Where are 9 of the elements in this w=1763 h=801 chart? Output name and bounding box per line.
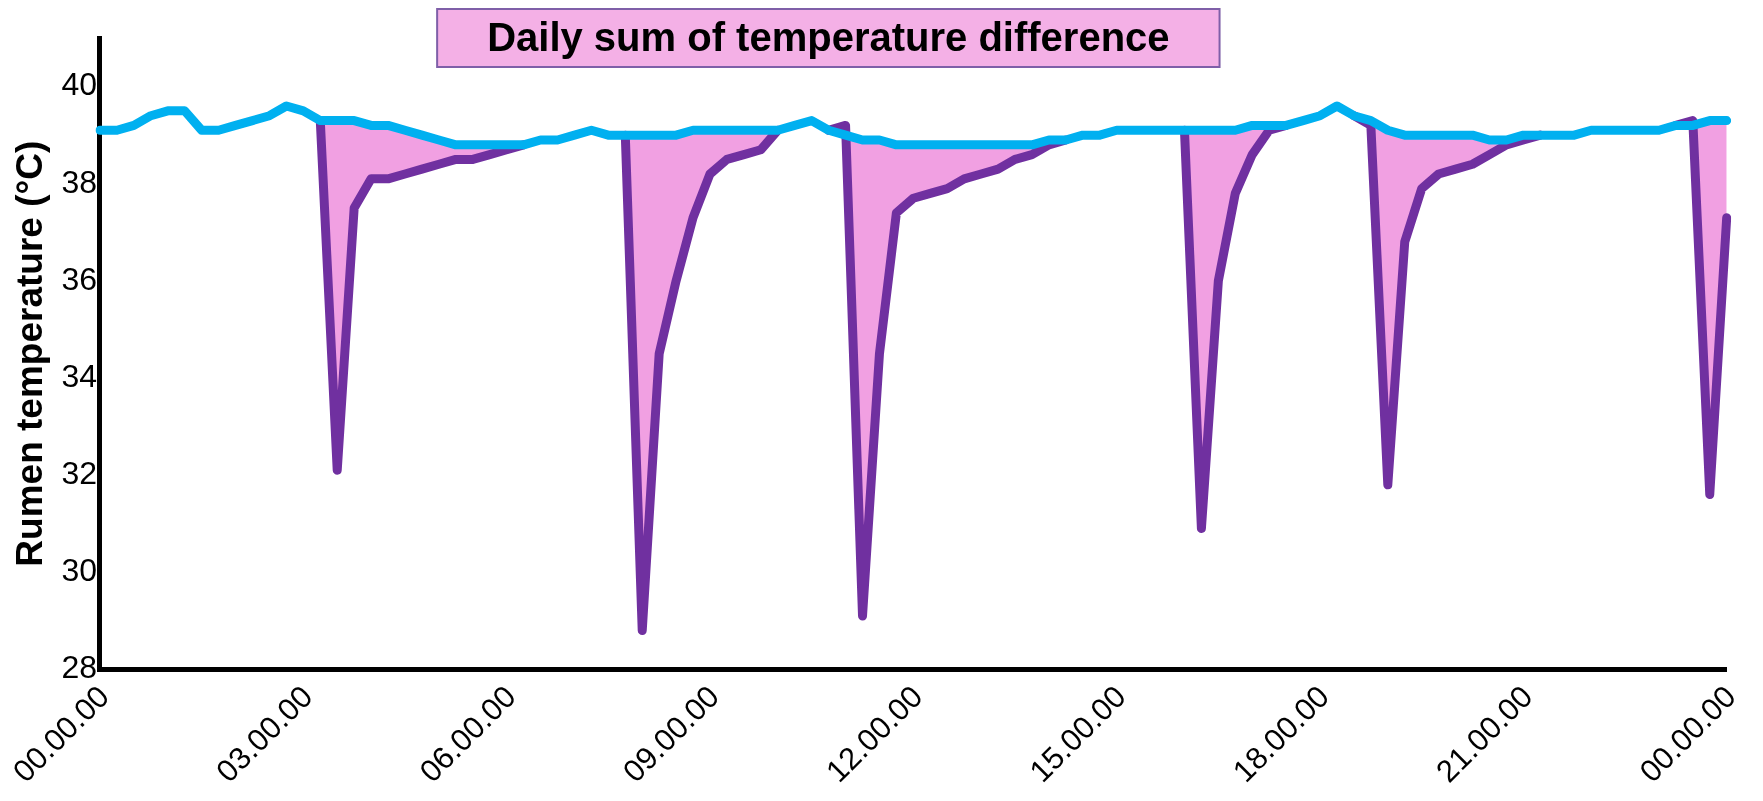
y-axis-title: Rumen temperature (°C) [9, 140, 51, 567]
annotation: Daily sum of temperature difference [487, 15, 1170, 60]
y-tick-label: 28 [61, 649, 97, 686]
y-tick-label: 38 [61, 163, 97, 200]
y-tick-label: 30 [61, 552, 97, 589]
y-tick-label: 32 [61, 454, 97, 491]
y-tick-label: 40 [61, 66, 97, 103]
y-tick-label: 34 [61, 357, 97, 394]
y-tick-label: 36 [61, 260, 97, 297]
